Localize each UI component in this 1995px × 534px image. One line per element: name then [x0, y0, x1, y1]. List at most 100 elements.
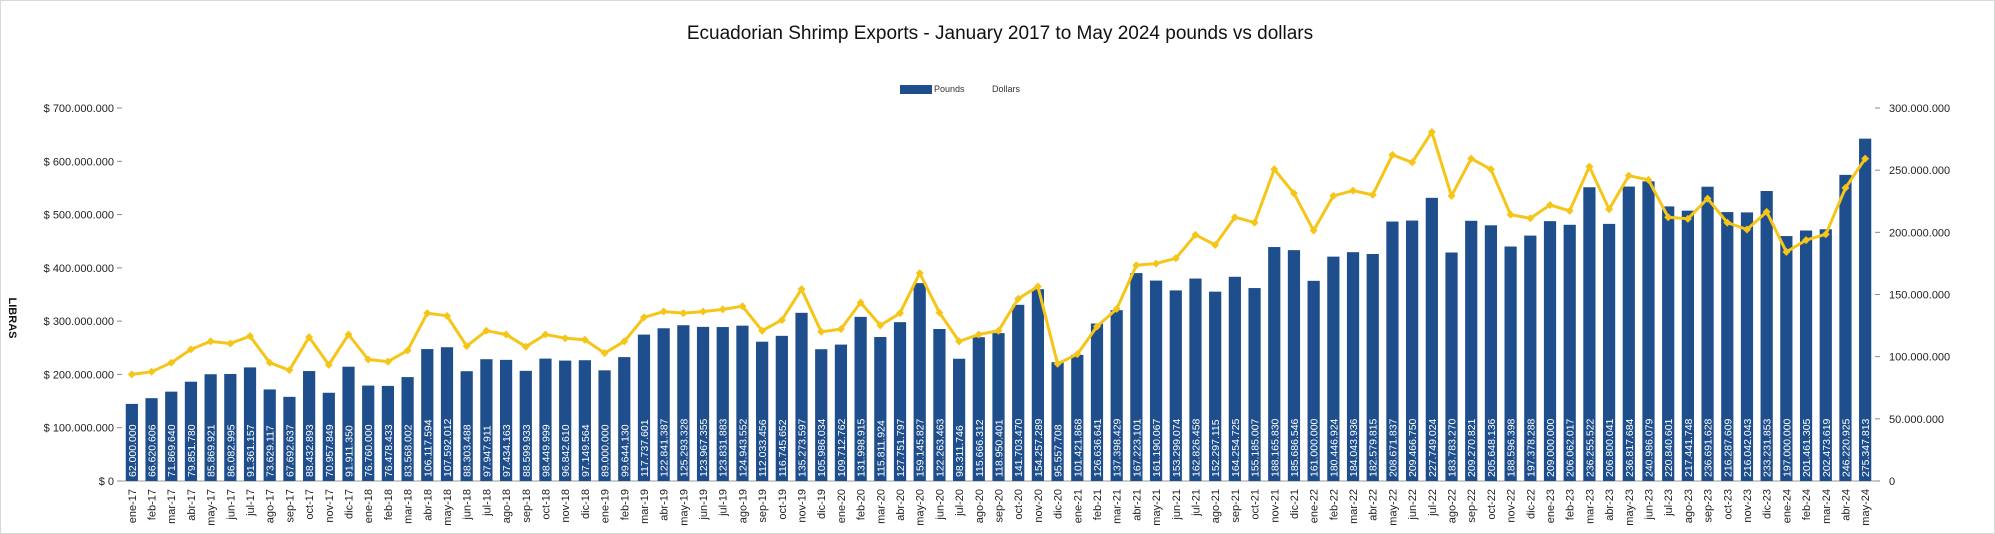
- left-axis-tick-label: $ 0: [99, 476, 114, 488]
- dollars-point: [797, 285, 806, 294]
- pounds-data-label: 275.347.813: [1860, 418, 1872, 477]
- right-axis-tick-label: 300.000.000: [1889, 103, 1950, 115]
- category-label: ago-20: [974, 489, 986, 523]
- pounds-data-label: 123.831.883: [718, 418, 730, 477]
- pounds-data-label: 236.691.628: [1703, 418, 1715, 477]
- category-label: feb-19: [619, 489, 631, 520]
- category-label: ago-22: [1447, 489, 1459, 523]
- dollars-point: [305, 333, 314, 342]
- pounds-data-label: 124.943.552: [737, 418, 749, 477]
- dollars-point: [1368, 190, 1377, 199]
- left-axis-tick-label: $ 200.000.000: [44, 369, 114, 381]
- chart-title: Ecuadorian Shrimp Exports - January 2017…: [687, 23, 1313, 44]
- pounds-data-label: 202.473.619: [1821, 418, 1833, 477]
- category-label: dic-23: [1762, 489, 1774, 519]
- dollars-point: [1329, 191, 1338, 200]
- pounds-data-label: 246.220.925: [1840, 418, 1852, 477]
- dollars-point: [521, 342, 530, 351]
- pounds-bar: [578, 360, 591, 481]
- pounds-bar: [1583, 187, 1596, 482]
- pounds-data-label: 98.311.746: [954, 425, 966, 477]
- pounds-data-label: 227.749.024: [1427, 418, 1439, 477]
- category-label: abr-17: [186, 489, 198, 521]
- dollars-point: [383, 357, 392, 366]
- right-axis-tick-label: 0: [1889, 476, 1895, 488]
- pounds-bars: [125, 138, 1872, 482]
- category-label: jun-23: [1643, 489, 1655, 521]
- pounds-bar: [421, 349, 434, 481]
- pounds-bar: [283, 396, 296, 481]
- pounds-data-label: 96.842.610: [560, 424, 572, 477]
- category-label: jul-18: [481, 489, 493, 517]
- pounds-data-label: 155.185.007: [1250, 418, 1262, 477]
- pounds-data-label: 208.671.837: [1387, 418, 1399, 477]
- dollars-point: [1092, 322, 1101, 331]
- dollars-point: [639, 313, 648, 322]
- pounds-data-label: 167.223.101: [1131, 418, 1143, 477]
- pounds-data-label: 152.297.115: [1210, 419, 1222, 477]
- pounds-data-label: 161.190.067: [1151, 418, 1163, 477]
- pounds-data-label: 127.751.797: [895, 418, 907, 477]
- pounds-bar: [1366, 253, 1379, 481]
- pounds-bar: [519, 370, 532, 481]
- pounds-bar: [1780, 236, 1793, 481]
- dollars-point: [1782, 247, 1791, 256]
- pounds-bar: [1484, 225, 1498, 481]
- pounds-data-label: 240.986.079: [1643, 418, 1655, 477]
- pounds-data-label: 88.303.488: [462, 424, 474, 477]
- pounds-data-label: 112.033.456: [757, 419, 769, 477]
- pounds-data-label: 201.461.305: [1801, 418, 1813, 477]
- category-label: abr-21: [1131, 489, 1143, 521]
- pounds-data-label: 89.000.000: [600, 424, 612, 477]
- pounds-data-label: 216.287.609: [1722, 418, 1734, 477]
- pounds-data-label: 98.449.999: [540, 424, 552, 477]
- category-label: sep-22: [1466, 489, 1478, 523]
- left-axis-tick-label: $ 300.000.000: [44, 316, 114, 328]
- dollars-point: [699, 307, 708, 316]
- pounds-bar: [184, 381, 198, 481]
- category-label: feb-20: [856, 489, 868, 520]
- dollars-point: [462, 342, 471, 351]
- pounds-bar: [1169, 290, 1182, 481]
- pounds-bar: [795, 312, 808, 481]
- category-label: oct-17: [304, 489, 316, 520]
- pounds-data-label: 126.636.641: [1092, 418, 1104, 477]
- category-label: mar-18: [403, 489, 415, 524]
- left-axis-tick-label: $ 400.000.000: [44, 263, 114, 275]
- dollars-point: [1565, 206, 1574, 215]
- category-label: oct-19: [777, 489, 789, 520]
- dollars-point: [856, 298, 865, 307]
- category-label: sep-21: [1230, 489, 1242, 523]
- pounds-data-label: 206.800.041: [1604, 418, 1616, 477]
- pounds-data-label: 97.434.163: [501, 424, 513, 477]
- category-label: jul-17: [245, 489, 257, 517]
- dollars-point: [580, 335, 589, 344]
- category-label: sep-17: [284, 489, 296, 523]
- pounds-data-label: 95.557.708: [1053, 424, 1065, 477]
- category-label: mar-24: [1821, 489, 1833, 524]
- dollars-line-layer: [127, 127, 1870, 379]
- dollars-point: [1742, 225, 1751, 234]
- category-label: jul-22: [1427, 489, 1439, 517]
- pounds-bar: [893, 322, 907, 481]
- dollars-point: [541, 330, 550, 339]
- dollars-point: [167, 358, 176, 367]
- dollars-point: [1408, 158, 1417, 167]
- category-label: mar-20: [875, 489, 887, 524]
- category-label: jul-20: [954, 489, 966, 517]
- pounds-data-label: 105.986.034: [816, 418, 828, 477]
- category-label: dic-18: [580, 489, 592, 519]
- dollars-point: [423, 309, 432, 318]
- pounds-data-label: 135.273.597: [797, 418, 809, 477]
- pounds-bar: [1662, 206, 1675, 482]
- pounds-data-label: 88.599.933: [521, 424, 533, 477]
- category-label: sep-23: [1703, 489, 1715, 523]
- pounds-bar: [1839, 174, 1852, 482]
- dollars-point: [1506, 210, 1515, 219]
- pounds-bar: [1110, 310, 1123, 481]
- dollars-point: [817, 327, 826, 336]
- pounds-data-label: 197.378.288: [1525, 418, 1537, 477]
- pounds-bar: [460, 371, 473, 481]
